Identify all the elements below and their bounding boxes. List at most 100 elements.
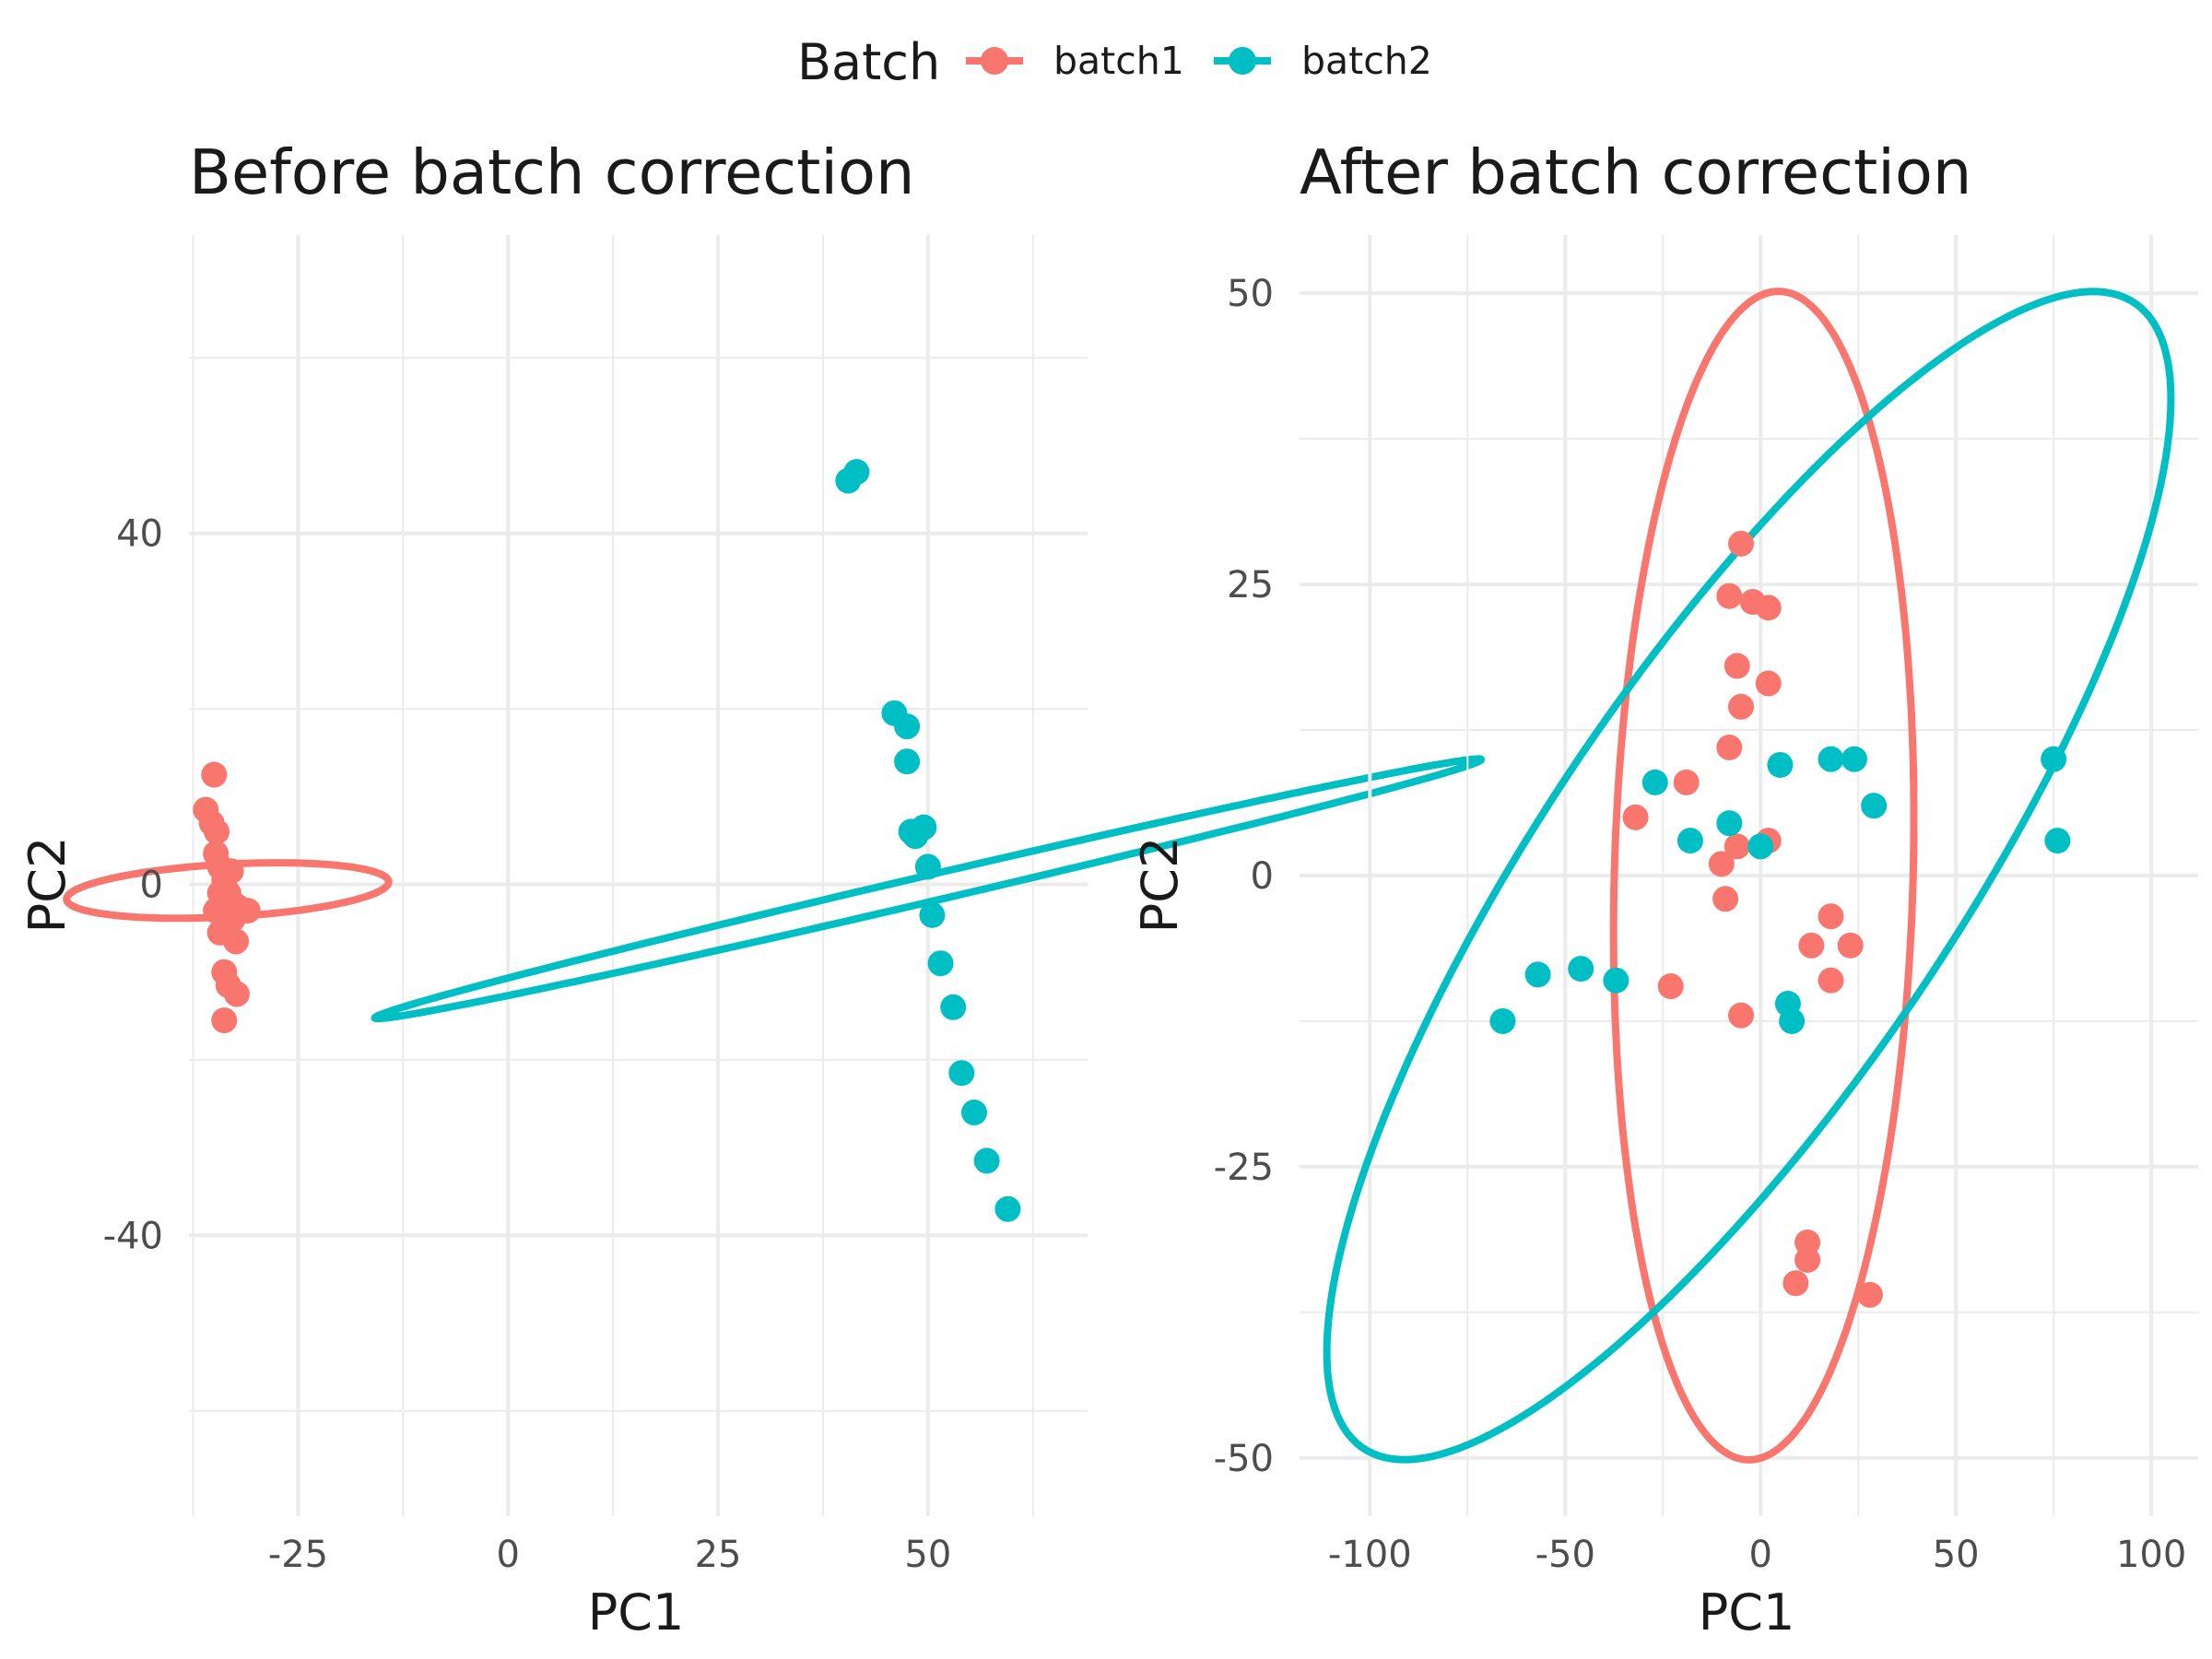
x-tick-label: 0 bbox=[1748, 1534, 1771, 1576]
point-batch2 bbox=[1641, 769, 1668, 795]
point-batch1 bbox=[1716, 735, 1743, 760]
x-tick-label: 25 bbox=[695, 1534, 742, 1576]
y-tick-label: 40 bbox=[116, 513, 163, 556]
point-batch2 bbox=[2044, 828, 2071, 854]
y-tick-label: 50 bbox=[1227, 273, 1274, 315]
x-axis-title: PC1 bbox=[588, 1583, 685, 1641]
point-batch1 bbox=[1794, 1247, 1821, 1273]
point-batch1 bbox=[204, 818, 230, 845]
data-points bbox=[193, 459, 1021, 1222]
point-batch2 bbox=[973, 1147, 1000, 1174]
panel-title-before: Before batch correction bbox=[189, 136, 914, 208]
legend-label-batch1: batch1 bbox=[1053, 39, 1184, 83]
legend-label-batch2: batch2 bbox=[1301, 39, 1432, 83]
point-batch2 bbox=[1747, 833, 1774, 860]
legend-title: Batch bbox=[797, 33, 940, 91]
point-batch1 bbox=[1708, 851, 1735, 877]
point-batch1 bbox=[1783, 1270, 1809, 1297]
panel-title-after: After batch correction bbox=[1300, 136, 1971, 208]
point-batch1 bbox=[1728, 530, 1755, 557]
point-batch2 bbox=[1524, 961, 1551, 988]
ellipse-batch1 bbox=[1609, 288, 1918, 1464]
point-batch1 bbox=[1856, 1281, 1883, 1308]
x-tick-labels: -25 0 25 50 bbox=[268, 1534, 952, 1576]
point-batch2 bbox=[835, 467, 862, 494]
point-batch1 bbox=[1755, 594, 1782, 621]
point-batch1 bbox=[1622, 804, 1649, 830]
point-batch2 bbox=[1716, 810, 1743, 837]
x-tick-label: 50 bbox=[904, 1534, 951, 1576]
point-batch1 bbox=[1818, 967, 1844, 994]
point-batch2 bbox=[1767, 751, 1794, 778]
x-tick-label: 100 bbox=[2116, 1534, 2186, 1576]
point-batch1 bbox=[1724, 833, 1750, 860]
point-batch1 bbox=[1657, 973, 1684, 1000]
y-tick-label: 0 bbox=[1251, 855, 1274, 898]
gridlines-major bbox=[1300, 235, 2198, 1516]
point-batch1 bbox=[1712, 886, 1739, 912]
point-batch2 bbox=[914, 853, 941, 880]
point-batch1 bbox=[1837, 932, 1864, 959]
legend-entry-batch2: batch2 bbox=[1214, 39, 1432, 83]
y-tick-labels: -50 -25 0 25 50 bbox=[1214, 273, 1274, 1480]
point-batch1 bbox=[218, 858, 244, 885]
x-tick-label: -25 bbox=[268, 1534, 328, 1576]
point-batch1 bbox=[223, 981, 250, 1007]
x-tick-label: 50 bbox=[1933, 1534, 1980, 1576]
point-batch2 bbox=[1677, 828, 1703, 854]
ellipse-batch2 bbox=[371, 755, 1486, 1023]
point-batch1 bbox=[1724, 653, 1750, 679]
y-tick-label: -40 bbox=[103, 1215, 163, 1257]
point-batch2 bbox=[1818, 746, 1844, 772]
x-tick-labels: -100 -50 0 50 100 bbox=[1328, 1534, 2186, 1576]
point-batch2 bbox=[994, 1195, 1021, 1222]
point-batch1 bbox=[1798, 932, 1825, 959]
point-batch2 bbox=[1603, 967, 1630, 994]
point-batch1 bbox=[211, 1007, 238, 1034]
point-batch2 bbox=[1841, 746, 1867, 772]
x-tick-label: 0 bbox=[497, 1534, 520, 1576]
point-batch2 bbox=[1489, 1007, 1516, 1034]
point-batch2 bbox=[894, 748, 921, 775]
legend-key-point-batch1 bbox=[981, 47, 1008, 75]
y-tick-labels: -40 0 40 bbox=[103, 513, 163, 1258]
gridlines-major bbox=[189, 235, 1088, 1516]
y-tick-label: -25 bbox=[1214, 1147, 1274, 1189]
panel-after-correction: After batch correction -100 -50 0 50 100 -50… bbox=[1131, 136, 2198, 1641]
legend-key-point-batch2 bbox=[1229, 47, 1256, 75]
point-batch1 bbox=[1728, 693, 1755, 720]
point-batch2 bbox=[1861, 793, 1888, 819]
point-batch2 bbox=[1568, 956, 1594, 982]
point-batch1 bbox=[1716, 582, 1743, 609]
point-batch2 bbox=[927, 950, 954, 977]
point-batch1 bbox=[1728, 1002, 1755, 1029]
y-tick-label: 0 bbox=[140, 865, 163, 907]
point-batch2 bbox=[960, 1100, 987, 1126]
point-batch2 bbox=[894, 713, 921, 740]
point-batch2 bbox=[919, 901, 946, 928]
point-batch1 bbox=[1673, 769, 1700, 795]
legend-entry-batch1: batch1 bbox=[966, 39, 1184, 83]
confidence-ellipses bbox=[1323, 288, 2175, 1464]
legend: Batch batch1 batch2 bbox=[797, 33, 1432, 91]
y-tick-label: 25 bbox=[1227, 564, 1274, 606]
x-tick-label: -50 bbox=[1535, 1534, 1595, 1576]
point-batch1 bbox=[201, 761, 228, 788]
point-batch2 bbox=[898, 818, 924, 845]
x-tick-label: -100 bbox=[1328, 1534, 1412, 1576]
data-points bbox=[1489, 530, 2071, 1308]
point-batch1 bbox=[203, 898, 229, 924]
point-batch1 bbox=[1755, 670, 1782, 697]
point-batch2 bbox=[940, 994, 967, 1020]
y-tick-label: -50 bbox=[1214, 1438, 1274, 1480]
panel-before-correction: Before batch correction -25 0 25 50 -40040 … bbox=[18, 136, 1486, 1641]
point-batch2 bbox=[948, 1060, 975, 1087]
x-axis-title: PC1 bbox=[1699, 1583, 1795, 1641]
point-batch2 bbox=[1779, 1007, 1806, 1034]
ellipse-batch2 bbox=[1323, 288, 2175, 1464]
y-axis-title: PC2 bbox=[1131, 837, 1189, 934]
gridlines-minor bbox=[189, 235, 1088, 1516]
y-axis-title: PC2 bbox=[18, 837, 76, 934]
point-batch2 bbox=[2041, 746, 2067, 772]
